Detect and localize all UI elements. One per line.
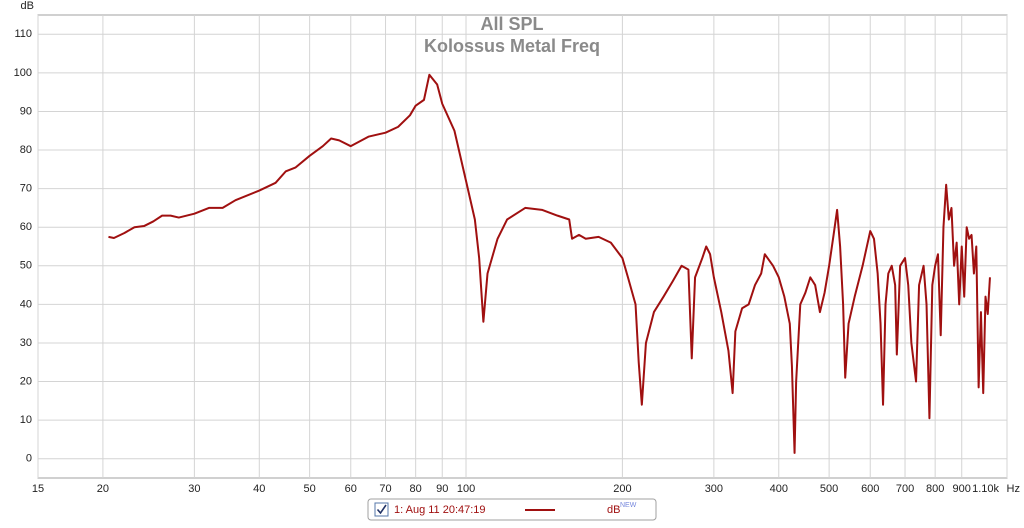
x-tick-label: 30	[188, 483, 200, 495]
y-axis-label: dB	[21, 0, 34, 12]
x-tick-label: 80	[410, 483, 422, 495]
grid	[37, 15, 1008, 478]
y-tick-label: 110	[14, 28, 32, 40]
legend-checkbox[interactable]	[374, 502, 389, 517]
chart-subtitle: Kolossus Metal Freq	[424, 36, 600, 56]
x-axis-label: Hz	[1007, 483, 1020, 495]
x-tick-label: 100	[457, 483, 475, 495]
x-tick-label: 600	[861, 483, 879, 495]
x-tick-label: 1.10k	[972, 483, 999, 495]
y-tick-label: 80	[20, 144, 32, 156]
x-tick-label: 40	[253, 483, 265, 495]
x-tick-label: 60	[345, 483, 357, 495]
chart-title: All SPL	[480, 14, 543, 34]
x-tick-label: 70	[379, 483, 391, 495]
x-tick-label: 300	[705, 483, 723, 495]
x-tick-label: 900	[953, 483, 971, 495]
y-tick-label: 40	[20, 298, 32, 310]
legend-series-name: dB	[607, 504, 620, 516]
plot-area	[37, 14, 1008, 479]
x-tick-label: 50	[304, 483, 316, 495]
x-tick-label: 15	[32, 483, 44, 495]
y-tick-label: 50	[20, 260, 32, 272]
x-tick-label: 700	[896, 483, 914, 495]
y-tick-label: 0	[26, 453, 32, 465]
y-tick-label: 20	[20, 375, 32, 387]
y-tick-label: 70	[20, 183, 32, 195]
x-tick-label: 20	[97, 483, 109, 495]
x-tick-label: 400	[770, 483, 788, 495]
x-tick-label: 800	[926, 483, 944, 495]
legend-tag: NEW	[620, 502, 637, 509]
y-tick-label: 60	[20, 221, 32, 233]
y-tick-label: 90	[20, 105, 32, 117]
x-tick-label: 90	[436, 483, 448, 495]
y-tick-label: 30	[20, 337, 32, 349]
x-tick-label: 200	[613, 483, 631, 495]
y-tick-label: 100	[14, 67, 32, 79]
x-tick-label: 500	[820, 483, 838, 495]
legend-entry-label: 1: Aug 11 20:47:19	[394, 504, 486, 516]
checkmark	[376, 504, 387, 515]
legend-box	[367, 498, 657, 521]
y-tick-label: 10	[20, 414, 32, 426]
legend: 1: Aug 11 20:47:19 dB NEW	[367, 498, 657, 521]
data-line	[108, 73, 991, 454]
